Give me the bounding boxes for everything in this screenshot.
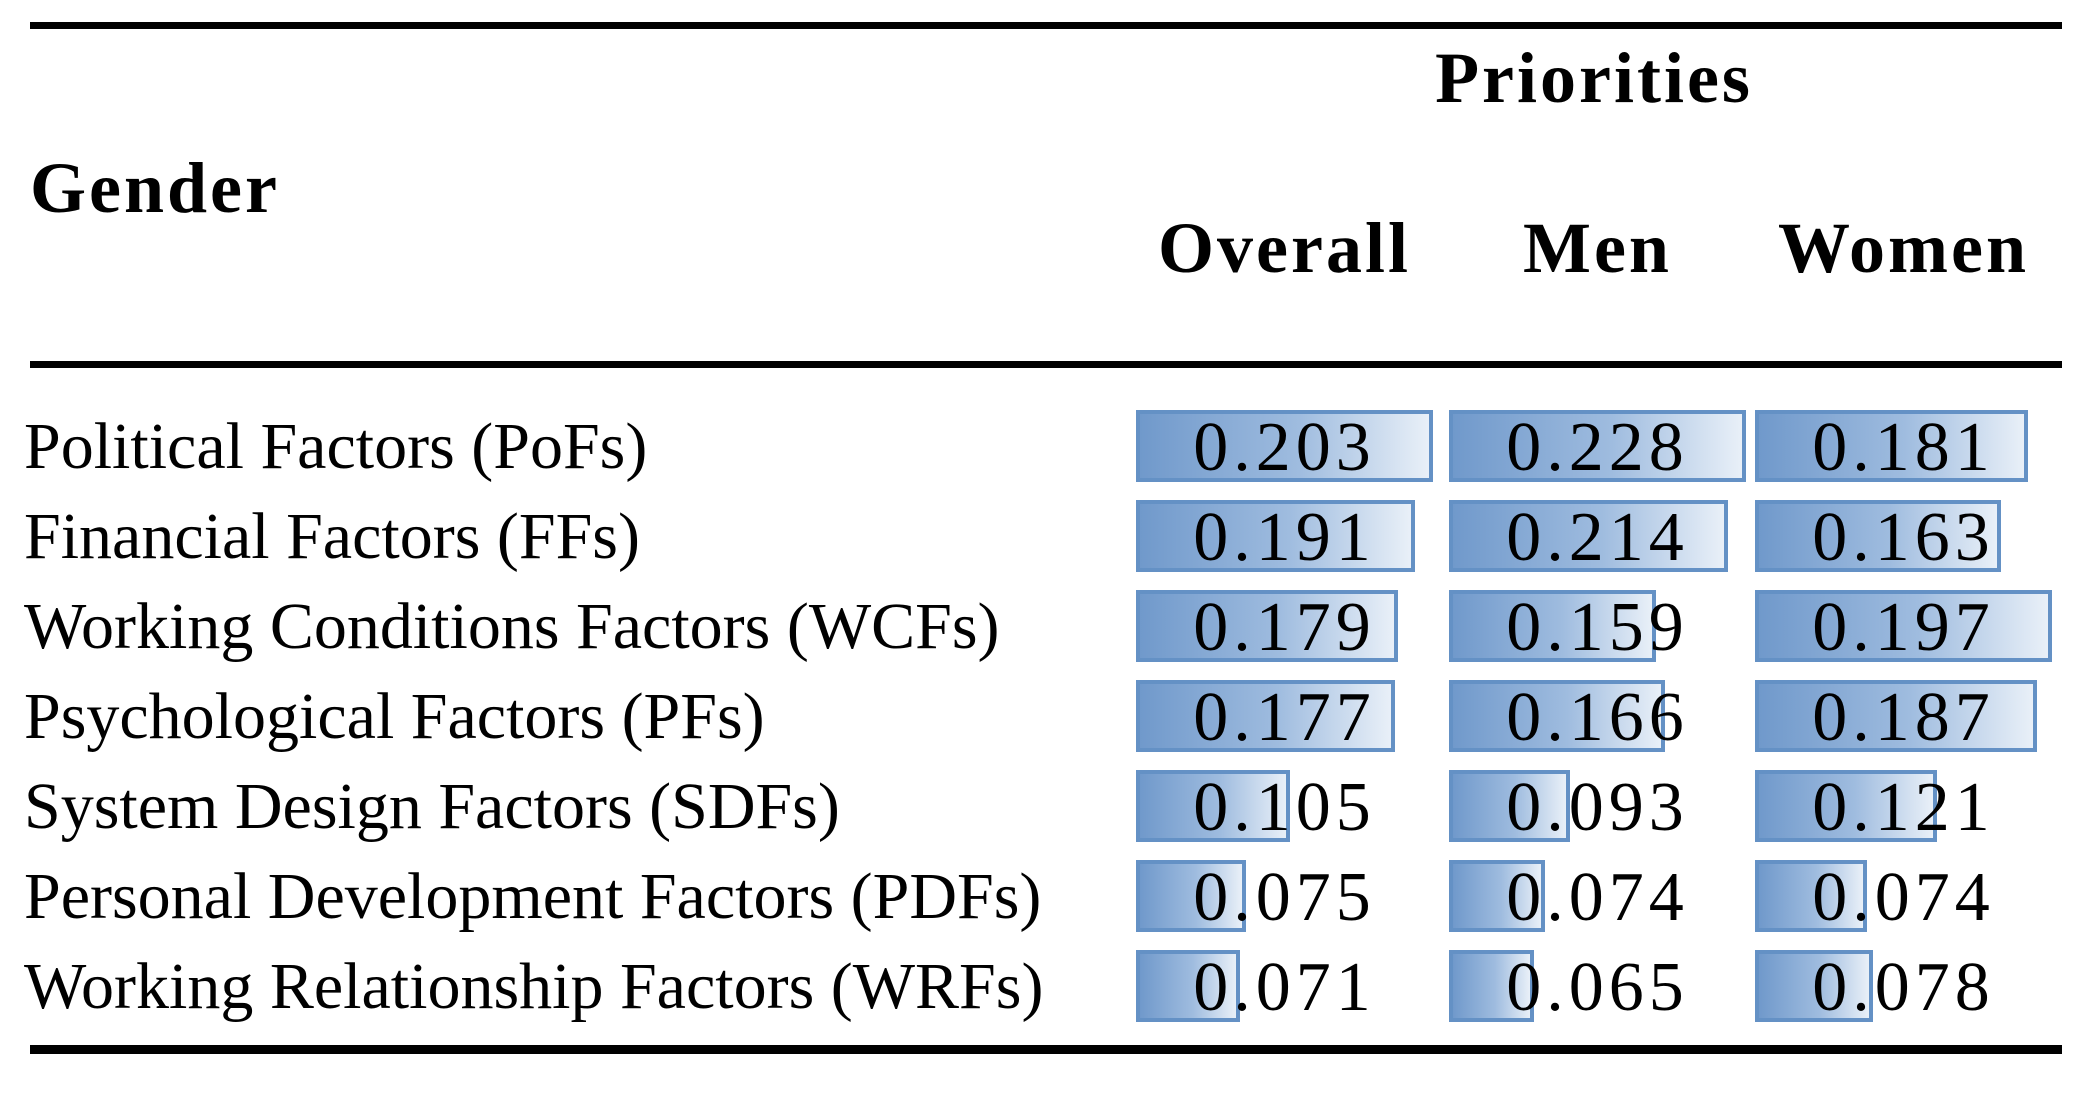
data-bar [1755, 860, 1867, 932]
cell-women: 0.074 [1755, 859, 2052, 936]
row-label: Political Factors (PoFs) [24, 410, 648, 483]
data-bar [1449, 680, 1666, 752]
column-header-overall: Overall [1158, 208, 1411, 288]
cell-overall: 0.105 [1136, 769, 1433, 846]
data-bar [1136, 500, 1416, 572]
cell-value: 0.071 [1193, 949, 1376, 1026]
cell-men: 0.065 [1449, 949, 1746, 1026]
cell-value: 0.177 [1193, 679, 1376, 756]
data-bar [1136, 590, 1398, 662]
cell-overall: 0.071 [1136, 949, 1433, 1026]
cell-women: 0.181 [1755, 409, 2052, 486]
priorities-group-header: Priorities [1435, 38, 1753, 118]
table-row: Financial Factors (FFs) 0.191 0.214 0.16… [0, 499, 2091, 576]
cell-value: 0.163 [1812, 499, 1995, 576]
data-bar [1449, 500, 1728, 572]
data-bar [1755, 410, 2028, 482]
cell-value: 0.093 [1506, 769, 1689, 846]
data-bar [1136, 950, 1240, 1022]
cell-value: 0.181 [1812, 409, 1995, 486]
cell-men: 0.228 [1449, 409, 1746, 486]
table-row: Working Relationship Factors (WRFs) 0.07… [0, 949, 2091, 1026]
data-bar [1755, 680, 2037, 752]
cell-men: 0.093 [1449, 769, 1746, 846]
data-bar [1449, 770, 1571, 842]
cell-men: 0.074 [1449, 859, 1746, 936]
data-bar [1136, 680, 1395, 752]
gender-header: Gender [30, 148, 280, 228]
cell-overall: 0.075 [1136, 859, 1433, 936]
cell-value: 0.228 [1506, 409, 1689, 486]
cell-value: 0.074 [1506, 859, 1689, 936]
cell-overall: 0.191 [1136, 499, 1433, 576]
cell-value: 0.065 [1506, 949, 1689, 1026]
table-row: Personal Development Factors (PDFs) 0.07… [0, 859, 2091, 936]
table-bottom-rule [30, 1045, 2062, 1054]
table-row: Psychological Factors (PFs) 0.177 0.166 … [0, 679, 2091, 756]
data-bar [1755, 950, 1873, 1022]
column-header-men: Men [1523, 208, 1672, 288]
cell-men: 0.166 [1449, 679, 1746, 756]
cell-men: 0.214 [1449, 499, 1746, 576]
data-bar [1755, 590, 2052, 662]
cell-women: 0.197 [1755, 589, 2052, 666]
cell-value: 0.121 [1812, 769, 1995, 846]
table-top-rule [30, 22, 2062, 29]
cell-value: 0.187 [1812, 679, 1995, 756]
row-label: Working Conditions Factors (WCFs) [24, 590, 1000, 663]
cell-men: 0.159 [1449, 589, 1746, 666]
row-label: Psychological Factors (PFs) [24, 680, 765, 753]
data-bar [1136, 410, 1433, 482]
cell-value: 0.105 [1193, 769, 1376, 846]
table-row: Political Factors (PoFs) 0.203 0.228 0.1… [0, 409, 2091, 486]
cell-value: 0.191 [1193, 499, 1376, 576]
data-bar [1136, 860, 1246, 932]
row-label: Working Relationship Factors (WRFs) [24, 950, 1044, 1023]
data-bar [1449, 410, 1746, 482]
row-label: System Design Factors (SDFs) [24, 770, 840, 843]
cell-value: 0.166 [1506, 679, 1689, 756]
cell-women: 0.121 [1755, 769, 2052, 846]
cell-value: 0.197 [1812, 589, 1995, 666]
table-header-rule [30, 361, 2062, 368]
cell-overall: 0.177 [1136, 679, 1433, 756]
table-row: System Design Factors (SDFs) 0.105 0.093… [0, 769, 2091, 846]
cell-value: 0.179 [1193, 589, 1376, 666]
data-bar [1449, 590, 1657, 662]
data-bar [1136, 770, 1290, 842]
cell-women: 0.187 [1755, 679, 2052, 756]
table-row: Working Conditions Factors (WCFs) 0.179 … [0, 589, 2091, 666]
cell-women: 0.078 [1755, 949, 2052, 1026]
cell-value: 0.074 [1812, 859, 1995, 936]
cell-value: 0.159 [1506, 589, 1689, 666]
cell-value: 0.214 [1506, 499, 1689, 576]
cell-women: 0.163 [1755, 499, 2052, 576]
cell-value: 0.203 [1193, 409, 1376, 486]
data-bar [1755, 500, 2001, 572]
data-bar [1755, 770, 1938, 842]
cell-overall: 0.203 [1136, 409, 1433, 486]
data-bar [1449, 860, 1546, 932]
row-label: Personal Development Factors (PDFs) [24, 860, 1042, 933]
data-bar [1449, 950, 1534, 1022]
column-header-women: Women [1777, 208, 2029, 288]
cell-value: 0.075 [1193, 859, 1376, 936]
cell-value: 0.078 [1812, 949, 1995, 1026]
cell-overall: 0.179 [1136, 589, 1433, 666]
row-label: Financial Factors (FFs) [24, 500, 640, 573]
